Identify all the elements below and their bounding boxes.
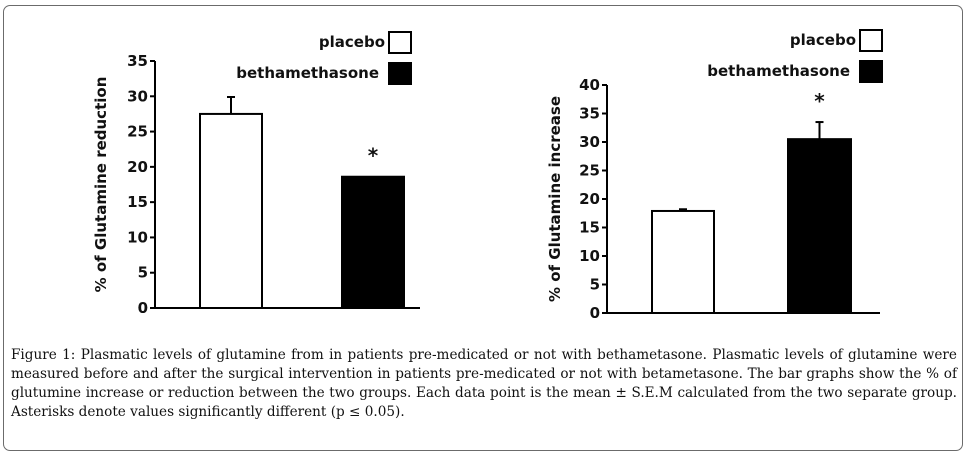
legend-label: placebo — [790, 31, 856, 49]
y-tick-label: 0 — [590, 304, 600, 322]
caption-label: Figure 1: — [11, 347, 76, 363]
bar-bethamethasone — [341, 175, 405, 309]
y-tick-label: 10 — [127, 228, 148, 246]
legend-swatch-bethamethasone — [388, 62, 412, 85]
legend-swatch-placebo — [859, 29, 883, 52]
caption-text: Plasmatic levels of glutamine from in pa… — [11, 347, 957, 420]
legend-label: bethamethasone — [236, 64, 379, 82]
legend-label: placebo — [319, 33, 385, 51]
y-tick-label: 40 — [579, 76, 600, 94]
y-tick-label: 25 — [579, 162, 600, 180]
legend-swatch-bethamethasone — [859, 60, 883, 83]
y-axis-title: % of Glutamine reduction — [92, 77, 110, 293]
legend-swatch-placebo — [388, 31, 412, 54]
y-tick-label: 0 — [138, 299, 148, 317]
y-tick-label: 15 — [579, 219, 600, 237]
bar-placebo — [651, 209, 715, 314]
y-tick-label: 5 — [590, 276, 600, 294]
bar-placebo — [199, 112, 263, 309]
y-tick-label: 25 — [127, 123, 148, 141]
legend-label: bethamethasone — [707, 62, 850, 80]
y-tick-label: 35 — [579, 105, 600, 123]
y-tick-label: 20 — [579, 190, 600, 208]
bar-bethamethasone — [787, 138, 852, 314]
figure-canvas: 0 5 10 15 20 25 30 35 % of Glutamine reduction * p… — [92, 29, 883, 322]
significance-marker: * — [814, 89, 825, 113]
y-tick-label: 10 — [579, 247, 600, 265]
chart-glutamine-reduction: 0 5 10 15 20 25 30 35 % of Glutamine reduction * p… — [92, 31, 420, 317]
significance-marker: * — [368, 144, 379, 168]
y-tick-label: 30 — [127, 87, 148, 105]
figure-caption: Figure 1: Plasmatic levels of glutamine … — [11, 346, 957, 422]
y-tick-label: 15 — [127, 193, 148, 211]
y-tick-label: 20 — [127, 158, 148, 176]
chart-glutamine-increase: 0 5 10 15 20 25 30 35 40 % of Glutamine increase *… — [546, 29, 883, 322]
y-tick-label: 35 — [127, 52, 148, 70]
y-axis-title: % of Glutamine increase — [546, 96, 564, 302]
y-tick-label: 30 — [579, 133, 600, 151]
y-tick-label: 5 — [138, 264, 148, 282]
